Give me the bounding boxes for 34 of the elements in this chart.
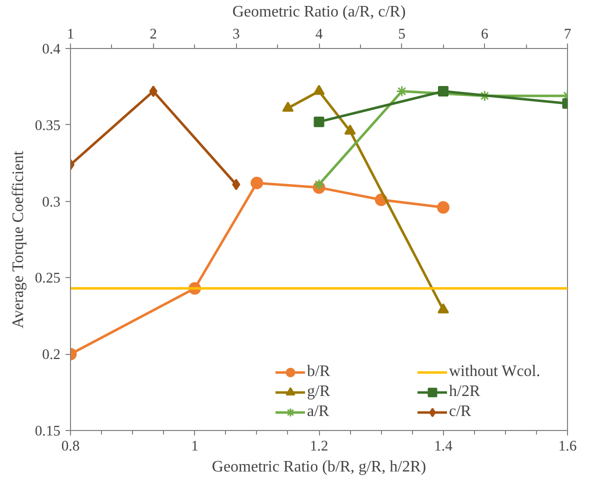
x2-tick-label: 4 bbox=[315, 26, 324, 42]
y-tick-label: 0.2 bbox=[42, 347, 61, 364]
x2-tick-label: 7 bbox=[564, 26, 572, 42]
point bbox=[438, 86, 448, 97]
x-tick-label: 0.8 bbox=[61, 438, 80, 454]
legend-label: without Wcol. bbox=[449, 363, 542, 381]
y-tick-label: 0.4 bbox=[42, 42, 62, 58]
x2-tick-label: 2 bbox=[150, 26, 157, 42]
point bbox=[282, 102, 294, 112]
legend-label: c/R bbox=[449, 403, 472, 421]
point bbox=[344, 124, 356, 135]
x-tick-label: 1.4 bbox=[434, 438, 454, 454]
x-axis-title: Geometric Ratio (b/R, g/R, h/2R) bbox=[212, 458, 426, 476]
y-tick-label: 0.15 bbox=[34, 424, 61, 440]
x2-tick-label: 3 bbox=[232, 26, 240, 42]
x-tick-label: 1.6 bbox=[558, 438, 577, 454]
legend-label: h/2R bbox=[449, 383, 482, 401]
legend-label: b/R bbox=[307, 363, 332, 381]
y-axis-title: Average Torque Coefficient bbox=[10, 150, 27, 328]
x-tick-label: 1 bbox=[191, 438, 198, 454]
x2-tick-label: 1 bbox=[66, 26, 74, 42]
legend-label: a/R bbox=[307, 403, 330, 421]
y-tick-label: 0.35 bbox=[34, 118, 61, 134]
point bbox=[437, 201, 450, 214]
point bbox=[313, 84, 325, 95]
point bbox=[250, 176, 264, 190]
x-tick-label: 1.2 bbox=[310, 438, 328, 454]
x2-tick-label: 5 bbox=[398, 26, 406, 42]
y-tick-label: 0.3 bbox=[42, 194, 61, 210]
x2-tick-label: 6 bbox=[481, 26, 488, 42]
point bbox=[314, 116, 324, 128]
legend-label: g/R bbox=[307, 383, 332, 401]
y-tick-label: 0.25 bbox=[34, 270, 61, 287]
x2-axis-title: Geometric Ratio (a/R, c/R) bbox=[232, 4, 406, 20]
